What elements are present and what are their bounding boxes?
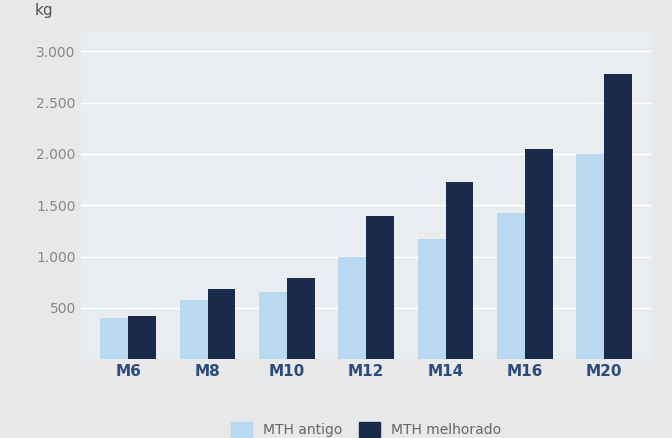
Bar <box>604 74 632 359</box>
Bar <box>180 300 208 359</box>
Bar <box>287 278 314 359</box>
Bar <box>577 154 604 359</box>
Bar <box>525 149 552 359</box>
Bar <box>366 216 394 359</box>
Bar <box>259 293 287 359</box>
Bar <box>497 213 525 359</box>
Bar <box>101 318 128 359</box>
Text: kg: kg <box>35 3 54 18</box>
Bar <box>339 257 366 359</box>
Bar <box>446 182 473 359</box>
Bar <box>128 316 156 359</box>
Bar <box>208 290 235 359</box>
Bar <box>418 239 446 359</box>
Legend: MTH antigo, MTH melhorado: MTH antigo, MTH melhorado <box>224 416 508 438</box>
